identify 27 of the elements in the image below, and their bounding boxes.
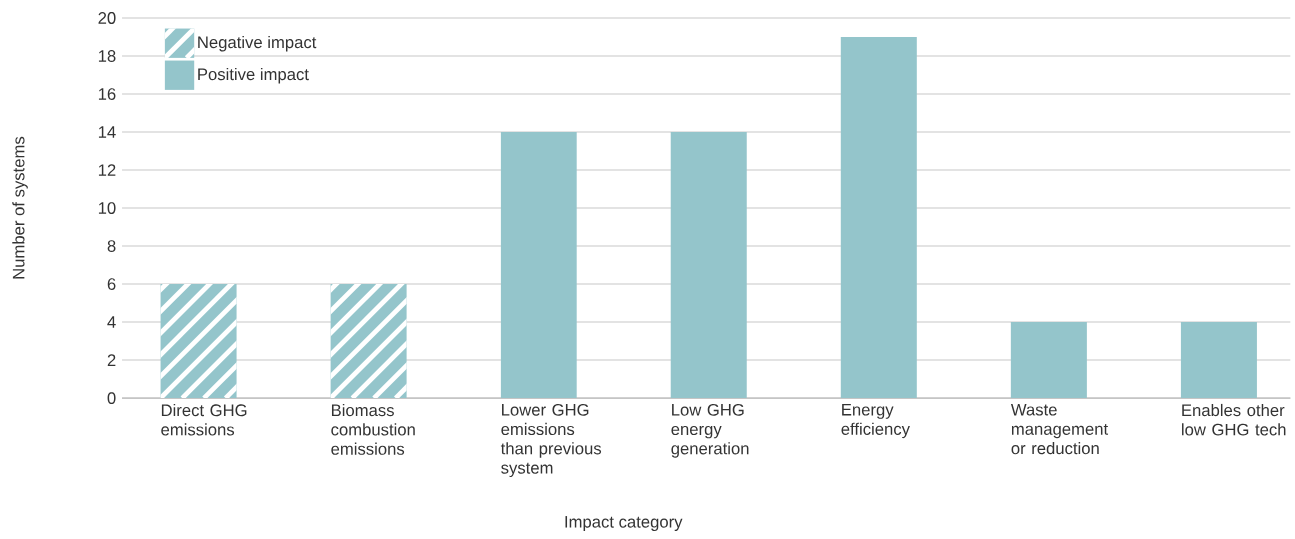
x-tick-label: Direct GHG emissions [161, 404, 247, 436]
bar [1180, 322, 1257, 399]
x-tick-label: Enables other low GHG tech [1182, 404, 1286, 436]
x-tick-label: Energy efficiency [841, 404, 910, 439]
y-tick-label: 6 [107, 278, 116, 291]
y-tick-label: 14 [98, 126, 116, 138]
y-tick-label: 8 [107, 240, 116, 253]
x-tick-label: Biomass combustion emissions [331, 404, 415, 455]
x-tick-label: Low GHG energy generation [671, 404, 749, 458]
y-tick-label: 16 [98, 88, 116, 101]
x-axis-title: Impact category [565, 516, 683, 532]
legend-label: Negative impact [198, 36, 317, 52]
y-tick-label: 10 [98, 202, 116, 215]
legend-label: Positive impact [198, 68, 309, 84]
bar [670, 132, 747, 399]
y-tick-label: 0 [107, 392, 116, 405]
y-axis-title: Number of systems [12, 136, 28, 279]
x-tick-label: Waste management or reduction [1010, 404, 1109, 455]
y-tick-label: 20 [98, 12, 116, 24]
bar [1010, 322, 1087, 399]
bar [500, 132, 577, 399]
y-tick-label: 18 [98, 50, 116, 63]
y-tick-label: 12 [98, 164, 116, 176]
y-tick-label: 4 [107, 316, 116, 328]
y-tick-label: 2 [107, 354, 116, 366]
bar [840, 37, 917, 399]
x-tick-label: Lower GHG emissions than previous system [500, 404, 602, 478]
